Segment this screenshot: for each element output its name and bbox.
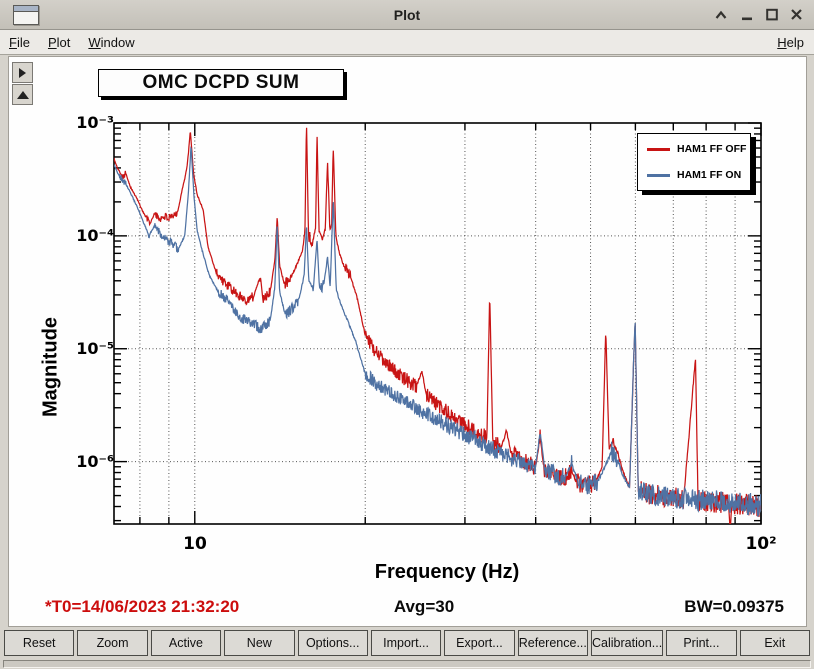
y-tick-label-1e-3: 10⁻³ (76, 113, 114, 132)
legend-line-red (647, 147, 670, 151)
legend-label-ff-off: HAM1 FF OFF (677, 143, 747, 155)
y-tick-label-1e-6: 10⁻⁶ (76, 452, 114, 471)
scroll-up-button[interactable] (12, 84, 33, 105)
reference-button[interactable]: Reference... (517, 630, 588, 656)
minimize-button[interactable] (738, 6, 756, 23)
x-tick-label-100: 10² (745, 534, 777, 554)
zoom-button[interactable]: Zoom (77, 630, 148, 656)
menu-item-window[interactable]: Window (88, 34, 135, 50)
menu-item-help[interactable]: Help (777, 34, 804, 50)
titlebar: Plot (0, 0, 814, 30)
reset-button[interactable]: Reset (4, 630, 75, 656)
export-button[interactable]: Export... (444, 630, 515, 656)
spectrum-chart[interactable] (9, 57, 806, 626)
legend-box: HAM1 FF OFF HAM1 FF ON (637, 133, 751, 191)
close-icon (790, 9, 802, 20)
triangle-up-icon (16, 90, 29, 99)
window-icon (13, 5, 39, 25)
menu-item-file[interactable]: File (9, 34, 30, 50)
legend-entry-ff-off: HAM1 FF OFF (638, 143, 750, 155)
bandwidth-value: BW=0.09375 (684, 597, 784, 616)
y-axis-title: Magnitude (39, 317, 62, 417)
x-tick-label-10: 10 (183, 534, 207, 554)
scroll-right-button[interactable] (12, 62, 33, 83)
y-tick-label-1e-5: 10⁻⁵ (76, 339, 114, 358)
chevron-up-icon (715, 10, 727, 19)
legend-label-ff-on: HAM1 FF ON (677, 169, 742, 181)
minimize-icon (742, 17, 752, 20)
menubar: File Plot Window Help (0, 30, 814, 55)
print-button[interactable]: Print... (666, 630, 737, 656)
menu-item-plot[interactable]: Plot (47, 34, 71, 50)
plot-title: OMC DCPD SUM (142, 72, 300, 93)
legend-line-blue (647, 173, 670, 177)
x-axis-title: Frequency (Hz) (374, 561, 520, 583)
calibration-button[interactable]: Calibration... (591, 630, 664, 656)
button-toolbar: Reset Zoom Active New Options... Import.… (4, 630, 810, 656)
maximize-icon (766, 8, 778, 21)
plot-title-box: OMC DCPD SUM (98, 69, 344, 97)
legend-entry-ff-on: HAM1 FF ON (638, 169, 750, 181)
new-button[interactable]: New (224, 630, 295, 656)
maximize-button[interactable] (763, 6, 781, 23)
shade-button[interactable] (712, 6, 730, 23)
window-title: Plot (393, 6, 421, 23)
import-button[interactable]: Import... (370, 630, 442, 656)
active-button[interactable]: Active (150, 630, 222, 656)
y-tick-label-1e-4: 10⁻⁴ (76, 226, 114, 245)
t0-timestamp: *T0=14/06/2023 21:32:20 (45, 597, 240, 616)
triangle-right-icon (19, 67, 26, 78)
plot-canvas: OMC DCPD SUM 10⁻³ 10⁻⁴ 10⁻⁵ 10⁻⁶ 10 10² … (8, 56, 807, 627)
exit-button[interactable]: Exit (739, 630, 810, 656)
status-strip (3, 660, 811, 668)
averages-value: Avg=30 (393, 597, 455, 616)
close-button[interactable] (787, 6, 805, 23)
options-button[interactable]: Options... (297, 630, 368, 656)
